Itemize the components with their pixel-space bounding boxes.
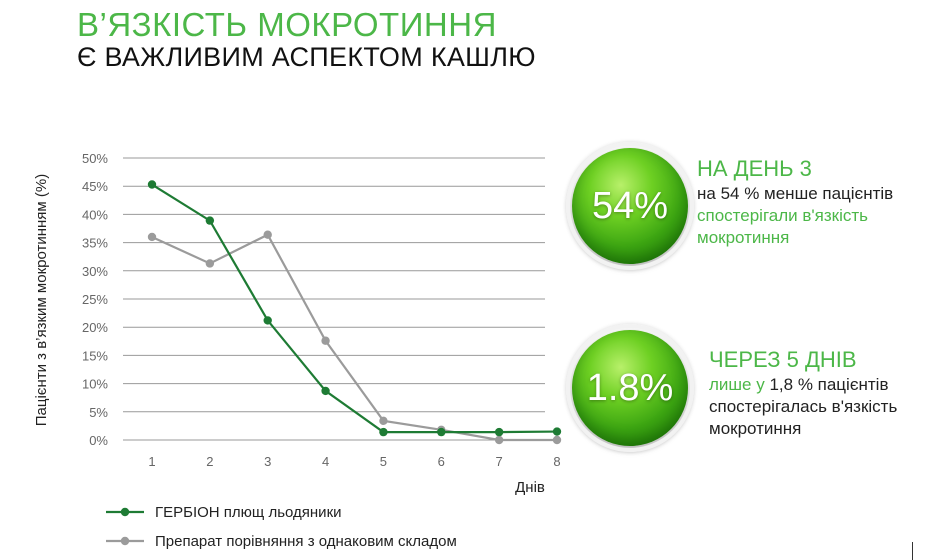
data-point [147,180,157,189]
data-point [494,435,504,445]
x-tick-label: 3 [264,454,271,469]
callout-heading: НА ДЕНЬ 3 [697,156,812,181]
x-tick-label: 5 [380,454,387,469]
data-point [494,427,504,437]
data-point [379,416,388,426]
x-tick-label: 6 [438,454,445,469]
series-line [151,233,557,442]
data-point [321,336,330,345]
badge-1-8-percent: 1.8% [566,324,694,452]
badge-value: 1.8% [586,366,674,409]
x-axis-ticks: 1 2 3 4 5 6 7 8 [148,454,560,469]
data-point [263,230,272,239]
callout-line: спостерігалась в'язкість [709,397,898,416]
y-tick-label: 40% [82,207,108,222]
y-tick-label: 50% [82,151,108,166]
callout-line: лише у 1,8 % пацієнтів [709,374,949,396]
x-axis-label: Днів [515,479,545,496]
data-point [147,232,157,242]
x-tick-label: 4 [322,454,329,469]
series-line [151,183,558,434]
callout-line: мокротиння [697,228,790,247]
page-subtitle: Є ВАЖЛИВИМ АСПЕКТОМ КАШЛЮ [77,42,536,72]
callout-line: мокротиння [709,419,802,438]
data-point [552,427,562,436]
data-point [321,386,330,396]
data-point [205,216,215,225]
badge-54-percent: 54% [566,142,694,270]
chart-grid [123,157,545,441]
y-tick-label: 15% [82,348,108,363]
y-axis-label: Пацієнти з в’язким мокротинням (%) [33,174,50,427]
y-tick-label: 5% [89,405,108,420]
y-tick-label: 25% [82,292,108,307]
callout-line: на 54 % менше пацієнтів [697,184,894,203]
callout-text: 1,8 % пацієнтів [764,375,889,394]
x-tick-label: 2 [206,454,213,469]
chart-legend: ГЕРБІОН плющ льодяники Препарат порівнянн… [106,504,457,550]
x-tick-label: 8 [553,454,560,469]
x-tick-label: 7 [496,454,503,469]
data-point [552,435,562,445]
callout-heading: ЧЕРЕЗ 5 ДНІВ [709,347,857,372]
y-tick-label: 45% [82,179,108,194]
legend-label: ГЕРБІОН плющ льодяники [155,504,342,521]
callout-after-5-days: ЧЕРЕЗ 5 ДНІВ лише у 1,8 % пацієнтів спос… [709,346,949,440]
badge-value: 54% [591,184,669,227]
callout-emphasis: лише у [709,375,765,394]
y-tick-label: 35% [82,236,108,251]
callout-line: спостерігали в'язкість [697,206,868,225]
data-point [437,427,446,437]
callout-day-3: НА ДЕНЬ 3 на 54 % менше пацієнтів спосте… [697,155,947,249]
data-point [205,259,215,268]
data-point [263,316,272,325]
decorative-divider [912,542,913,560]
chart-series [147,180,562,445]
page-title: В’ЯЗКІСТЬ МОКРОТИННЯ [77,6,497,43]
legend-label: Препарат порівняння з однаковим складом [155,533,457,550]
y-tick-label: 20% [82,320,108,335]
y-tick-label: 30% [82,264,108,279]
x-tick-label: 1 [148,454,155,469]
y-axis-ticks: 0% 5% 10% 15% 20% 25% 30% 35% 40% 45% 50% [82,151,108,448]
data-point [379,427,388,437]
y-tick-label: 10% [82,377,108,392]
legend-swatch-marker [120,536,130,546]
y-tick-label: 0% [89,433,108,448]
legend-swatch-marker [120,507,130,517]
